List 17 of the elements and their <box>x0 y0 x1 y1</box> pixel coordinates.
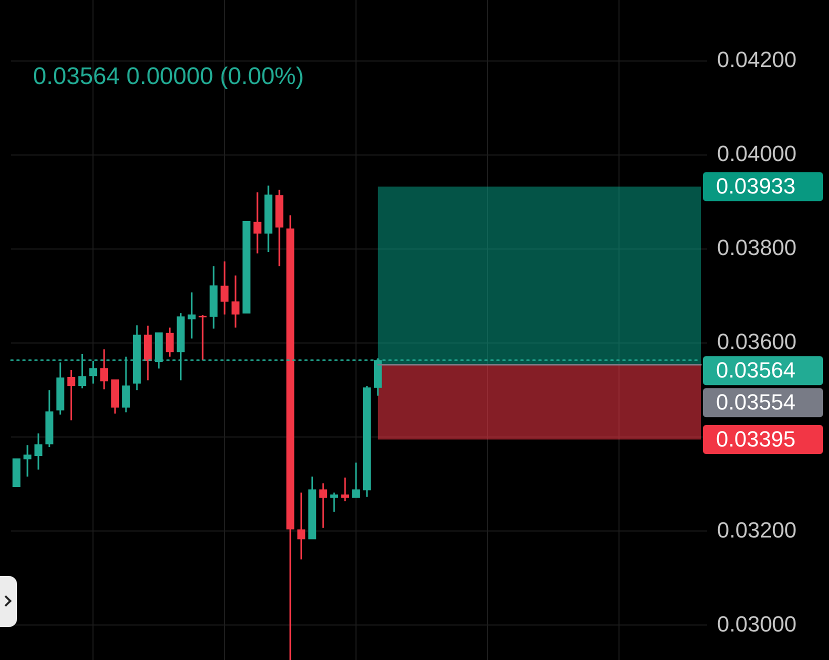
y-tick-label: 0.03600 <box>717 329 797 354</box>
candlestick <box>198 314 207 360</box>
y-tick-label: 0.04200 <box>717 47 797 72</box>
ref-line-label: 0.03564 <box>716 358 796 383</box>
y-tick-label: 0.03000 <box>717 611 797 636</box>
ref-line-label: 0.03554 <box>716 390 796 415</box>
candlestick <box>330 492 338 512</box>
y-tick-label: 0.04000 <box>717 141 797 166</box>
candlestick <box>232 275 240 328</box>
candlestick <box>352 462 360 498</box>
band-label: 0.03933 <box>716 174 796 199</box>
candlestick <box>23 445 32 477</box>
y-tick-label: 0.03800 <box>717 235 797 260</box>
candlestick <box>341 478 349 502</box>
text: 0.03564 0.00000 (0.00%) <box>33 63 304 91</box>
band-label: 0.03395 <box>716 426 796 452</box>
y-tick-label: 0.03200 <box>717 517 797 542</box>
